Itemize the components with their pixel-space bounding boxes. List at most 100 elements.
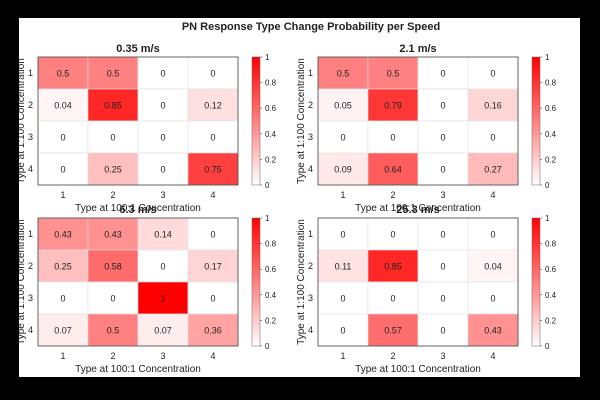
heatmap-2-cell (317, 88, 369, 122)
heatmap-2-y-tick: 4 (308, 164, 313, 174)
heatmap-1-cell (87, 120, 139, 154)
heatmap-4-cell-label: 0.43 (484, 326, 502, 336)
heatmap-1-colorbar-tick: 0 (265, 181, 270, 190)
heatmap-3-cell-label: 0.07 (154, 326, 172, 336)
heatmap-3-cell (87, 217, 139, 251)
heatmap-1-colorbar-tick: 0.6 (265, 104, 277, 113)
heatmap-1-cell (187, 152, 239, 186)
heatmap-1-y-tick: 1 (28, 68, 33, 78)
heatmap-1-cell (87, 152, 139, 186)
heatmap-4-colorbar-tick: 0 (545, 342, 550, 351)
heatmap-3-cell-label: 0.14 (154, 230, 172, 240)
heatmap-3-y-tick: 1 (28, 229, 33, 239)
heatmap-2-y-tick: 3 (308, 132, 313, 142)
heatmap-1-cell (87, 88, 139, 122)
heatmap-4-cell-label: 0 (440, 294, 445, 304)
heatmap-3-cell (137, 313, 189, 347)
figure-title: PN Response Type Change Probability per … (182, 21, 440, 33)
heatmap-4-xlabel: Type at 100:1 Concentration (355, 364, 481, 375)
heatmap-4-cell (467, 281, 519, 315)
heatmap-2-border (317, 56, 519, 186)
heatmap-3-colorbar-tick: 0.6 (265, 265, 277, 274)
heatmap-3-xlabel: Type at 100:1 Concentration (75, 364, 201, 375)
figure-canvas: PN Response Type Change Probability per … (19, 21, 557, 375)
heatmap-3-x-tick: 3 (160, 351, 165, 361)
heatmap-3-colorbar-tick: 0.2 (265, 316, 277, 325)
heatmap-4-colorbar-tick: 0.2 (545, 316, 557, 325)
heatmap-2-y-tick: 2 (308, 100, 313, 110)
heatmap-3-colorbar-tick: 0.8 (265, 240, 277, 249)
heatmap-2-cell-label: 0 (490, 69, 495, 79)
heatmap-2-cell (367, 56, 419, 90)
heatmap-4-cell-label: 0 (340, 230, 345, 240)
heatmap-3-y-tick: 4 (28, 325, 33, 335)
heatmap-2-x-tick: 1 (340, 190, 345, 200)
heatmap-4-cell-label: 0 (490, 294, 495, 304)
heatmap-2-colorbar-tick: 1 (545, 53, 550, 62)
heatmap-4-cell-label: 0 (340, 326, 345, 336)
heatmap-3: 6.3 m/s0.43 0.43 0.14 00.25 0.58 0 0.170 0 1 00.0… (19, 204, 277, 375)
heatmap-4-x-tick: 1 (340, 351, 345, 361)
heatmap-1-cell (187, 88, 239, 122)
heatmap-2-cell-label: 0 (440, 101, 445, 111)
heatmap-4-cell-label: 0.11 (335, 262, 352, 272)
heatmap-1-cell-label: 0 (210, 69, 215, 79)
heatmap-4-colorbar-tick: 0.8 (545, 240, 557, 249)
heatmap-2-cell-label: 0.79 (384, 101, 402, 111)
heatmap-4-x-tick: 4 (490, 351, 495, 361)
heatmap-1-cell (37, 56, 89, 90)
heatmap-4-y-tick: 2 (308, 261, 313, 271)
heatmap-2-colorbar (531, 56, 541, 186)
heatmap-2-cell (317, 56, 369, 90)
heatmap-4-colorbar-tick: 1 (545, 214, 550, 223)
heatmap-1-cell-label: 0 (110, 133, 115, 143)
heatmap-3-cell-label: 1 (160, 294, 165, 304)
heatmap-1-cell (87, 56, 139, 90)
heatmap-1-x-tick: 1 (60, 190, 65, 200)
heatmap-1-x-tick: 4 (210, 190, 215, 200)
heatmap-4-cell-label: 0 (440, 326, 445, 336)
heatmap-1-cell-label: 0.75 (204, 165, 222, 175)
heatmap-1-x-tick: 3 (160, 190, 165, 200)
heatmap-2-cell (417, 120, 469, 154)
heatmap-1-y-tick: 2 (28, 100, 33, 110)
heatmap-2-cell-label: 0 (490, 133, 495, 143)
heatmap-1: 0.35 m/s 0.5 0.5 0 0 0.04 0.85 0 0.12 0 0 0 0 0 0.25 0 0… (19, 43, 277, 214)
heatmap-1-cell-label: 0.85 (104, 101, 122, 111)
heatmap-4-colorbar (531, 217, 541, 347)
heatmap-3-x-tick: 2 (110, 351, 115, 361)
figure: PN Response Type Change Probability per … (19, 18, 580, 377)
heatmap-1-colorbar-tick: 0.4 (265, 130, 277, 139)
heatmap-4-cell-label: 0 (440, 262, 445, 272)
heatmap-2-x-tick: 4 (490, 190, 495, 200)
heatmap-2-cell-label: 0 (440, 133, 445, 143)
heatmap-4-cell-label: 0 (390, 294, 395, 304)
heatmap-3-cell-label: 0 (210, 294, 215, 304)
heatmap-3-cell (87, 249, 139, 283)
heatmap-4-ylabel: Type at 1:100 Concentration (296, 219, 307, 345)
heatmap-4-colorbar-tick: 0.6 (545, 265, 557, 274)
heatmap-3-cell-label: 0 (160, 262, 165, 272)
heatmap-2-cell (317, 120, 369, 154)
heatmap-3-cell (87, 281, 139, 315)
heatmap-1-cell (187, 56, 239, 90)
heatmap-1-x-tick: 2 (110, 190, 115, 200)
heatmap-2-cell (417, 56, 469, 90)
heatmap-1-cell-label: 0.25 (104, 165, 122, 175)
heatmap-2-cell-label: 0.5 (337, 69, 350, 79)
heatmap-2-title: 2.1 m/s (399, 43, 436, 55)
heatmap-2-xlabel: Type at 100:1 Concentration (355, 203, 481, 214)
heatmap-3-cell (87, 313, 139, 347)
heatmap-4-cell-label: 0 (490, 230, 495, 240)
heatmap-3-cell (37, 313, 89, 347)
heatmap-2-colorbar-tick: 0.2 (545, 155, 557, 164)
heatmap-1-colorbar-tick: 1 (265, 53, 270, 62)
heatmap-3-colorbar-tick: 0.4 (265, 291, 277, 300)
heatmap-3-cell-label: 0.07 (54, 326, 72, 336)
heatmap-3-cell-label: 0.25 (54, 262, 72, 272)
heatmap-3-cell-label: 0 (110, 294, 115, 304)
heatmap-3-title: 6.3 m/s (119, 204, 156, 216)
heatmap-3-cell-label: 0.58 (104, 262, 122, 272)
heatmap-3-colorbar (251, 217, 261, 347)
heatmap-1-cell-label: 0.12 (204, 101, 222, 111)
